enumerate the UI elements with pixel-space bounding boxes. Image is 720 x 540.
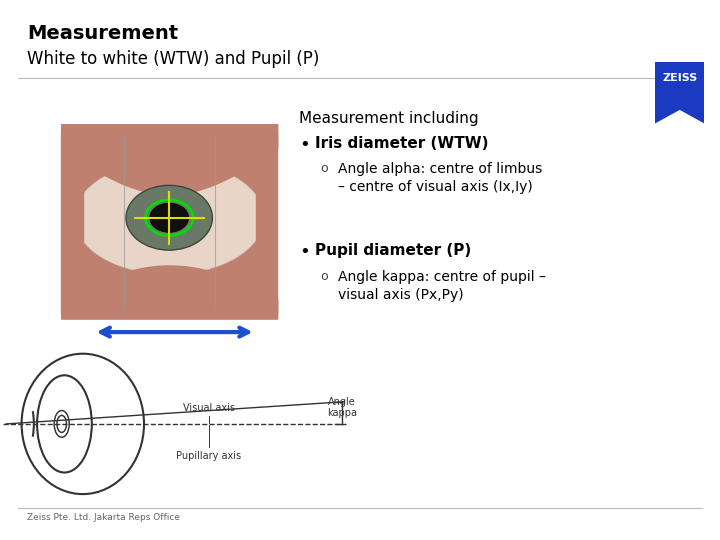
- Polygon shape: [655, 111, 704, 124]
- Text: Angle
kappa: Angle kappa: [328, 397, 358, 418]
- Text: •: •: [299, 136, 310, 154]
- Text: •: •: [299, 243, 310, 261]
- Text: White to white (WTW) and Pupil (P): White to white (WTW) and Pupil (P): [27, 50, 320, 68]
- FancyBboxPatch shape: [655, 62, 704, 124]
- Text: Iris diameter (WTW): Iris diameter (WTW): [315, 136, 488, 151]
- Text: ZEISS: ZEISS: [662, 73, 697, 83]
- FancyBboxPatch shape: [61, 130, 277, 313]
- Text: o: o: [320, 162, 328, 175]
- Text: Angle kappa: centre of pupil –: Angle kappa: centre of pupil –: [338, 270, 546, 284]
- Text: Angle alpha: centre of limbus: Angle alpha: centre of limbus: [338, 162, 543, 176]
- Text: Measurement including: Measurement including: [299, 111, 478, 126]
- Text: Zeiss Pte. Ltd. Jakarta Reps Office: Zeiss Pte. Ltd. Jakarta Reps Office: [27, 513, 181, 522]
- Text: – centre of visual axis (Ix,Iy): – centre of visual axis (Ix,Iy): [338, 180, 533, 194]
- Text: o: o: [320, 270, 328, 283]
- Circle shape: [150, 203, 189, 232]
- Text: visual axis (Px,Py): visual axis (Px,Py): [338, 288, 464, 302]
- Ellipse shape: [74, 161, 264, 275]
- Text: Pupillary axis: Pupillary axis: [176, 451, 241, 461]
- Text: Pupil diameter (P): Pupil diameter (P): [315, 243, 471, 258]
- Ellipse shape: [126, 185, 212, 250]
- Text: Visual axis: Visual axis: [183, 403, 235, 413]
- Text: Measurement: Measurement: [27, 24, 179, 43]
